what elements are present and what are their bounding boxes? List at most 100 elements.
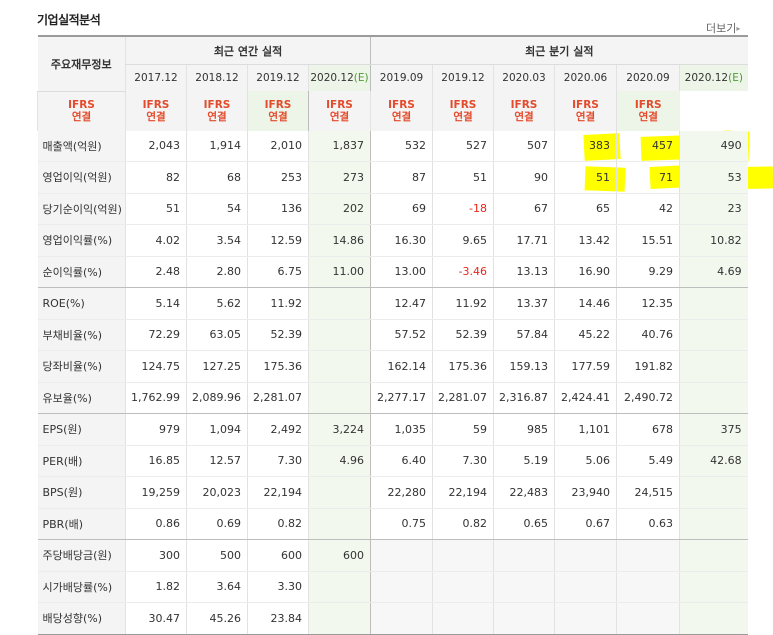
value-cell: 2,043 xyxy=(125,130,187,162)
value-cell xyxy=(679,382,748,414)
value-cell: 23.84 xyxy=(247,602,309,635)
value-cell xyxy=(554,539,617,572)
value-cell: 14.86 xyxy=(307,224,371,257)
value-cell: 51 xyxy=(125,193,187,225)
value-cell xyxy=(307,508,371,540)
accounting-basis-header: IFRS 연결 xyxy=(307,91,371,131)
value-cell xyxy=(679,319,748,351)
value-cell: 67 xyxy=(493,193,555,225)
value-cell: 124.75 xyxy=(125,350,187,383)
value-cell: 57.52 xyxy=(370,319,433,351)
value-cell: 53 xyxy=(679,161,748,194)
more-link[interactable]: 더보기▸ xyxy=(706,20,740,36)
value-cell: 600 xyxy=(307,539,371,572)
value-cell xyxy=(616,539,680,572)
value-cell: 7.30 xyxy=(247,445,309,477)
table-row: PBR(배) 0.86 0.69 0.82 0.75 0.82 0.65 0.67 0.63 xyxy=(37,508,748,540)
row-label: 시가배당률(%) xyxy=(37,571,126,603)
annual-results-header: 최근 연간 실적 xyxy=(124,36,371,65)
value-cell: 23 xyxy=(679,193,748,225)
quarter-period-header: 2019.12 xyxy=(432,64,494,91)
value-cell: 6.75 xyxy=(247,256,309,288)
table-row: 시가배당률(%) 1.82 3.64 3.30 xyxy=(37,571,748,603)
accounting-basis-header: IFRS 연결 xyxy=(125,91,187,131)
value-cell: 12.57 xyxy=(186,445,248,477)
value-cell xyxy=(679,602,748,635)
value-cell xyxy=(554,602,617,635)
table-row: 매출액(억원) 2,043 1,914 2,010 1,837 532 527 507 383 4… xyxy=(37,130,748,162)
value-cell: 22,483 xyxy=(493,476,555,509)
row-label: 당기순이익(억원) xyxy=(37,193,126,225)
value-cell xyxy=(493,602,555,635)
value-cell xyxy=(679,508,748,540)
row-label: PBR(배) xyxy=(37,508,126,540)
row-label: 주당배당금(원) xyxy=(37,539,126,572)
value-cell: 1,914 xyxy=(186,130,248,162)
table-row: 부채비율(%) 72.29 63.05 52.39 57.52 52.39 57.84 45.… xyxy=(37,319,748,351)
value-cell: 9.65 xyxy=(432,224,494,257)
value-cell: 2,281.07 xyxy=(247,382,309,414)
value-cell: 40.76 xyxy=(616,319,680,351)
table-row: 유보율(%) 1,762.99 2,089.96 2,281.07 2,277.17 2,… xyxy=(37,382,748,414)
quarterly-results-header: 최근 분기 실적 xyxy=(370,36,748,65)
value-cell xyxy=(679,476,748,509)
value-cell: 71 xyxy=(616,161,680,194)
value-cell: 7.30 xyxy=(432,445,494,477)
value-cell xyxy=(616,571,680,603)
row-label: 당좌비율(%) xyxy=(37,350,126,383)
row-label: 매출액(억원) xyxy=(37,130,126,162)
value-cell xyxy=(307,319,371,351)
value-cell: 65 xyxy=(554,193,617,225)
value-cell: 979 xyxy=(125,413,187,446)
value-cell: 1,094 xyxy=(186,413,248,446)
value-cell: 12.35 xyxy=(616,287,680,320)
value-cell: 507 xyxy=(493,130,555,162)
table-row: PER(배) 16.85 12.57 7.30 4.96 6.40 7.30 5.19 5.06… xyxy=(37,445,748,477)
quarter-period-header: 2020.03 xyxy=(493,64,555,91)
value-cell: 22,194 xyxy=(432,476,494,509)
value-cell: 5.14 xyxy=(125,287,187,320)
more-link-label: 더보기 xyxy=(706,22,737,35)
value-cell xyxy=(307,476,371,509)
value-cell: 52.39 xyxy=(247,319,309,351)
value-cell xyxy=(679,539,748,572)
chevron-right-icon: ▸ xyxy=(736,24,741,33)
value-cell xyxy=(307,287,371,320)
accounting-basis-header: IFRS 연결 xyxy=(554,91,617,131)
value-cell: 87 xyxy=(370,161,433,194)
value-cell: 1.82 xyxy=(125,571,187,603)
row-label: PER(배) xyxy=(37,445,126,477)
value-cell xyxy=(616,602,680,635)
value-cell: 63.05 xyxy=(186,319,248,351)
value-cell: 3,224 xyxy=(307,413,371,446)
value-cell: 52.39 xyxy=(432,319,494,351)
value-cell: 11.92 xyxy=(432,287,494,320)
value-cell xyxy=(679,571,748,603)
row-label: 영업이익률(%) xyxy=(37,224,126,257)
value-cell: 13.42 xyxy=(554,224,617,257)
annual-period-header: 2017.12 xyxy=(125,64,187,91)
value-cell: 1,101 xyxy=(554,413,617,446)
value-cell: 0.67 xyxy=(554,508,617,540)
value-cell: 0.75 xyxy=(370,508,433,540)
value-cell: 2.48 xyxy=(125,256,187,288)
financial-summary-table: 주요재무정보 최근 연간 실적 최근 분기 실적 2017.12 2018.12 2… xyxy=(37,35,748,635)
value-cell: 136 xyxy=(247,193,309,225)
value-cell: 54 xyxy=(186,193,248,225)
value-cell: -3.46 xyxy=(432,256,494,288)
value-cell: 59 xyxy=(432,413,494,446)
value-cell: 527 xyxy=(432,130,494,162)
value-cell: 1,762.99 xyxy=(125,382,187,414)
value-cell: 4.96 xyxy=(307,445,371,477)
table-row: 당좌비율(%) 124.75 127.25 175.36 162.14 175.36 159… xyxy=(37,350,748,383)
value-cell: 45.26 xyxy=(186,602,248,635)
value-cell: 22,280 xyxy=(370,476,433,509)
value-cell xyxy=(493,539,555,572)
value-cell xyxy=(370,571,433,603)
value-cell: 1,837 xyxy=(307,130,371,162)
value-cell: 51 xyxy=(554,161,617,194)
value-cell: 9.29 xyxy=(616,256,680,288)
value-cell: 72.29 xyxy=(125,319,187,351)
quarter-period-header: 2020.06 xyxy=(554,64,617,91)
value-cell: 159.13 xyxy=(493,350,555,383)
